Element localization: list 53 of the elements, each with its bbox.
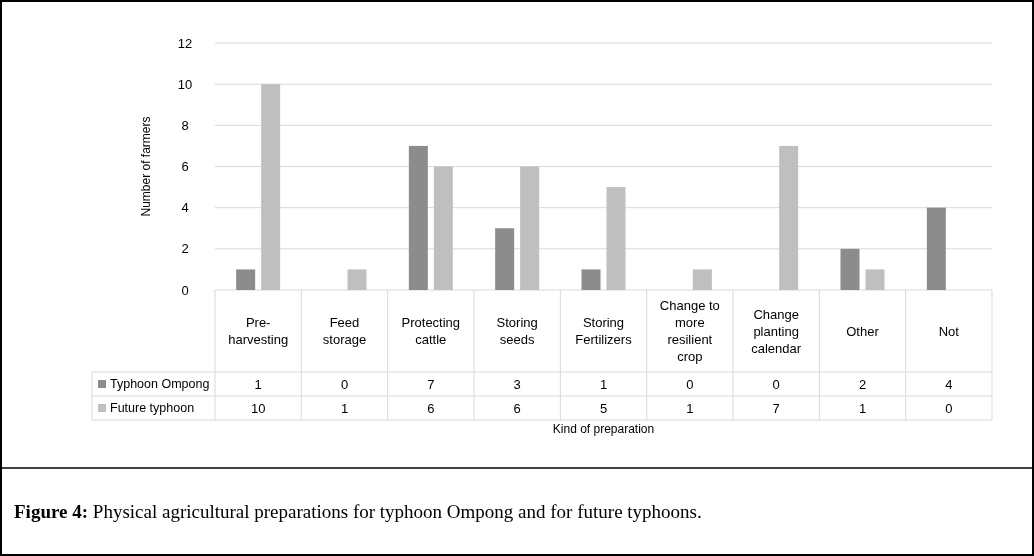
x-tick-label: Change planting calendar: [751, 306, 802, 356]
caption: Figure 4: Physical agricultural preparations for typhoon Ompong and for future typhoons.: [14, 501, 702, 522]
y-tick-label: 12: [177, 35, 193, 51]
bar: [779, 145, 799, 290]
y-tick-label: 0: [181, 282, 189, 298]
legend-label: Typhoon Ompong: [110, 377, 210, 392]
x-tick-label: Storing Fertilizers: [575, 315, 633, 348]
x-tick-label: Pre-harvesting: [228, 315, 289, 348]
data-label: 1: [254, 376, 262, 392]
bar: [865, 269, 885, 290]
data-label: 0: [772, 376, 780, 392]
data-label: 2: [858, 376, 867, 392]
x-tick-label: Other: [846, 323, 880, 339]
y-tick-label: 4: [181, 200, 189, 216]
data-label: 0: [340, 376, 349, 392]
bar: [408, 145, 428, 290]
bar: [606, 187, 626, 290]
y-tick-label: 2: [181, 241, 189, 257]
bar: [236, 269, 256, 290]
bar: [433, 166, 453, 290]
bar: [926, 207, 946, 290]
bar: [495, 228, 515, 290]
legend-label: Future typhoon: [110, 401, 195, 416]
data-label: 0: [945, 400, 953, 416]
data-label: 6: [513, 400, 521, 416]
bar: [347, 269, 367, 290]
data-label: 5: [599, 400, 608, 416]
data-label: 0: [686, 376, 694, 392]
y-tick-label: 8: [181, 117, 189, 133]
x-tick-label: Feed storage: [322, 315, 367, 348]
data-label: 10: [250, 400, 266, 416]
data-label: 1: [340, 400, 349, 416]
bar: [261, 84, 281, 290]
bar: [692, 269, 712, 290]
data-label: 7: [772, 400, 780, 416]
x-tick-label: Storing seeds: [496, 315, 538, 348]
data-label: 7: [427, 376, 435, 392]
data-label: 3: [513, 376, 521, 392]
bar: [581, 269, 601, 290]
y-axis-title: Number of farmers: [139, 116, 153, 217]
data-label: 6: [427, 400, 435, 416]
x-tick-label: Protecting cattle: [401, 315, 461, 348]
y-tick-label: 10: [177, 76, 193, 92]
data-label: 4: [945, 376, 953, 392]
data-label: 1: [599, 376, 608, 392]
y-tick-label: 6: [181, 159, 189, 175]
data-label: 1: [858, 400, 867, 416]
x-tick-label: Change to more resilient crop: [659, 298, 720, 365]
x-tick-label: Not: [938, 323, 960, 339]
x-axis-title: Kind of preparation: [552, 422, 655, 436]
bar: [520, 166, 540, 290]
data-label: 1: [686, 400, 694, 416]
bar: [840, 248, 860, 290]
